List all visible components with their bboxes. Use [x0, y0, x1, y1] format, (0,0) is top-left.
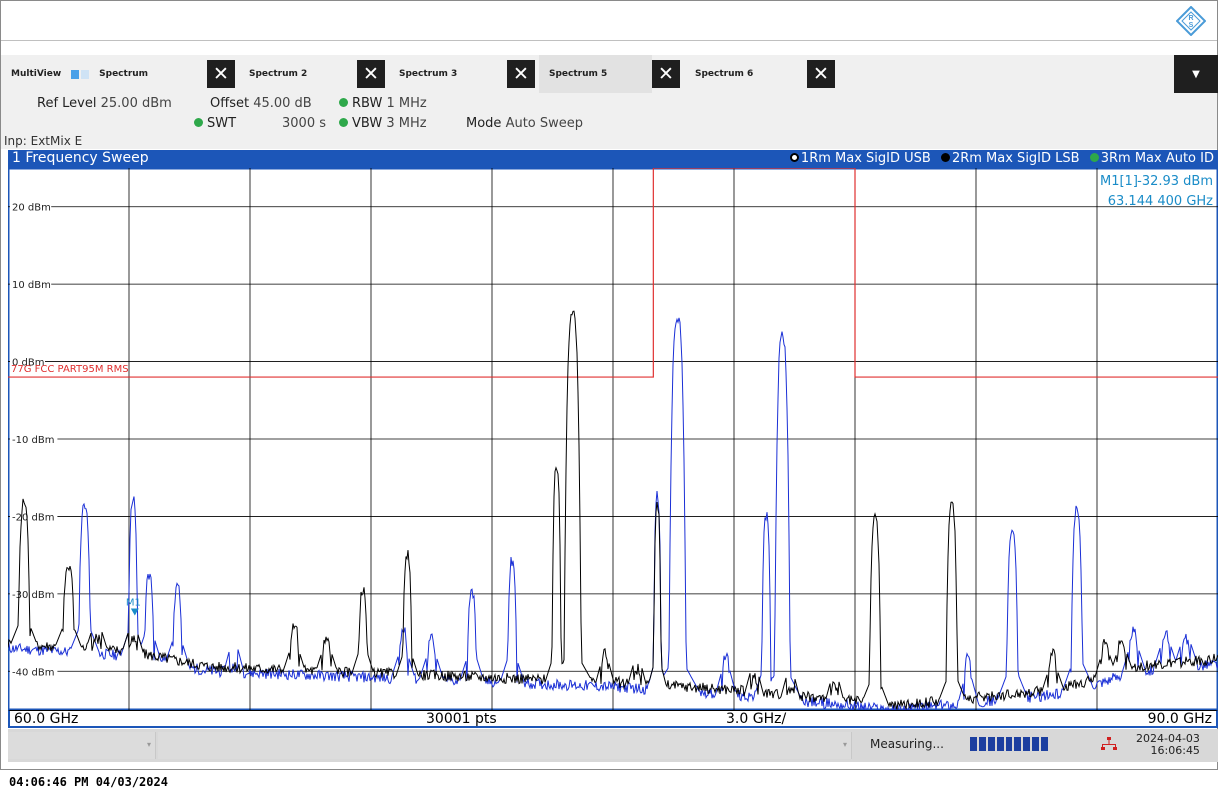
y-tick-label: -20 dBm [12, 512, 54, 523]
tab-label: MultiView [11, 69, 62, 79]
y-tick-label: -40 dBm [12, 667, 54, 678]
mode-label: Mode [466, 116, 502, 131]
swt-label: SWT [207, 116, 237, 131]
status-field-2[interactable]: ▾ [158, 732, 852, 759]
tab-spectrum-2[interactable]: Spectrum 2 [239, 55, 357, 93]
sweep-title: 1 Frequency Sweep [12, 150, 149, 166]
close-tab-spectrum-button[interactable]: ✕ [207, 60, 235, 88]
marker-frequency: 63.144 400 GHz [1108, 194, 1213, 209]
input-indicator: Inp: ExtMix E [4, 134, 83, 148]
y-tick-label-bg [10, 664, 58, 678]
sweep-progress-bar [970, 737, 1050, 751]
marker-m1[interactable]: M1 [126, 598, 141, 616]
ref-level-value: 25.00 dBm [100, 96, 172, 111]
close-tab-spectrum-6-button[interactable]: ✕ [807, 60, 835, 88]
y-axis-ticks: 20 dBm 10 dBm 0 dBm -10 dBm -20 dBm -30 dBm -4… [10, 199, 58, 678]
start-frequency: 60.0 GHz [14, 711, 79, 727]
y-tick-label: -10 dBm [12, 435, 54, 446]
close-tab-spectrum-3-button[interactable]: ✕ [507, 60, 535, 88]
y-tick-label: -30 dBm [12, 590, 54, 601]
tab-spectrum-6[interactable]: Spectrum 6 [685, 55, 807, 93]
measurement-parameters[interactable]: Ref Level 25.00 dBm Offset 45.00 dB RBW … [1, 93, 1217, 149]
trace-1-indicator [789, 153, 799, 162]
svg-text:S: S [1189, 22, 1194, 29]
y-tick-label-bg [10, 277, 52, 291]
marker-arrow-icon [130, 608, 139, 616]
status-time: 16:06:45 [1150, 744, 1200, 757]
multiview-icon [71, 69, 90, 79]
tab-label: Spectrum 5 [549, 69, 608, 79]
close-tab-spectrum-2-button[interactable]: ✕ [357, 60, 385, 88]
rbw-value: 1 MHz [386, 96, 427, 111]
tab-bar: MultiView Spectrum ✕ Spectrum 2 ✕ Spectr… [1, 55, 1217, 93]
status-date: 2024-04-03 [1136, 732, 1200, 745]
chevron-down-icon: ▼ [1192, 68, 1200, 80]
marker-label: M1[1] [1100, 174, 1138, 189]
y-tick-label-bg [10, 354, 45, 368]
measuring-status: Measuring... [870, 737, 944, 751]
y-tick-label-bg [10, 199, 52, 213]
trace-2-label: 2Rm Max SigID LSB [951, 151, 1080, 166]
y-tick-label-bg [10, 432, 58, 445]
limit-line-path [8, 168, 1218, 378]
trace-3-indicator [1089, 153, 1099, 162]
marker-m1-tag: M1 [126, 598, 141, 609]
stop-frequency: 90.0 GHz [1147, 711, 1212, 727]
rbw-coupled-indicator [339, 98, 348, 107]
trace-2-indicator [940, 153, 950, 162]
tab-spectrum-3[interactable]: Spectrum 3 [389, 55, 507, 93]
field-expand-icon: ▾ [146, 740, 151, 749]
close-tab-spectrum-5-button[interactable]: ✕ [652, 60, 680, 88]
rbw-label: RBW [352, 96, 383, 111]
y-tick-label: 20 dBm [12, 203, 51, 214]
trace-legend: 1Rm Max SigID USB 2Rm Max SigID LSB 3Rm … [784, 151, 1214, 166]
tab-label: Spectrum 3 [399, 69, 458, 79]
tab-menu-dropdown-button[interactable]: ▼ [1174, 55, 1218, 93]
offset-label: Offset [210, 96, 250, 111]
rohde-schwarz-logo: R S [1176, 6, 1206, 36]
tab-label: Spectrum 2 [249, 69, 308, 79]
tab-label: Spectrum 6 [695, 69, 754, 79]
vbw-coupled-indicator [339, 118, 348, 127]
ref-level-label: Ref Level [37, 96, 97, 111]
spectrum-plot[interactable]: 20 dBm 10 dBm 0 dBm -10 dBm -20 dBm -30 dBm -4… [8, 168, 1218, 710]
header-divider [1, 40, 1217, 41]
trace-3-label: 3Rm Max Auto ID [1100, 151, 1214, 166]
limit-line-label: 77G FCC PART95M RMS [11, 364, 129, 375]
swt-value: 3000 s [282, 116, 326, 131]
mode-value: Auto Sweep [505, 116, 584, 131]
vbw-value: 3 MHz [386, 116, 427, 131]
y-tick-label: 10 dBm [12, 280, 51, 291]
y-tick-label-bg [10, 586, 58, 600]
sweep-points: 30001 pts [426, 711, 497, 727]
marker-level: -32.93 dBm [1137, 174, 1213, 189]
vbw-label: VBW [352, 116, 383, 131]
trace-1-line [8, 317, 1218, 710]
network-icon [1101, 737, 1117, 750]
trace-1-label: 1Rm Max SigID USB [800, 151, 931, 166]
swt-coupled-indicator [194, 118, 203, 127]
offset-value: 45.00 dB [253, 96, 312, 111]
status-bar: ▾ ▾ Measuring... 2024-04-03 16:06:45 [8, 729, 1218, 762]
status-field-1[interactable]: ▾ [8, 732, 156, 759]
trace-lines [8, 310, 1218, 710]
limit-line [8, 168, 1218, 378]
status-datetime: 2024-04-03 16:06:45 [1136, 733, 1200, 757]
screenshot-timestamp: 04:06:46 PM 04/03/2024 [9, 775, 168, 789]
svg-text:R: R [1188, 15, 1193, 22]
field-expand-icon: ▾ [842, 740, 847, 749]
sweep-axis-footer: 60.0 GHz 30001 pts 3.0 GHz/ 90.0 GHz [8, 710, 1218, 728]
tab-spectrum-label: Spectrum [99, 69, 149, 79]
trace-2-line [8, 310, 1218, 710]
tab-spectrum-5[interactable]: Spectrum 5 [539, 55, 652, 93]
span-per-division: 3.0 GHz/ [726, 711, 787, 727]
sweep-window-titlebar[interactable]: 1 Frequency Sweep 1Rm Max SigID USB 2Rm … [8, 150, 1218, 168]
tab-multiview[interactable]: MultiView Spectrum [1, 55, 196, 93]
y-tick-label: 0 dBm [12, 358, 45, 369]
